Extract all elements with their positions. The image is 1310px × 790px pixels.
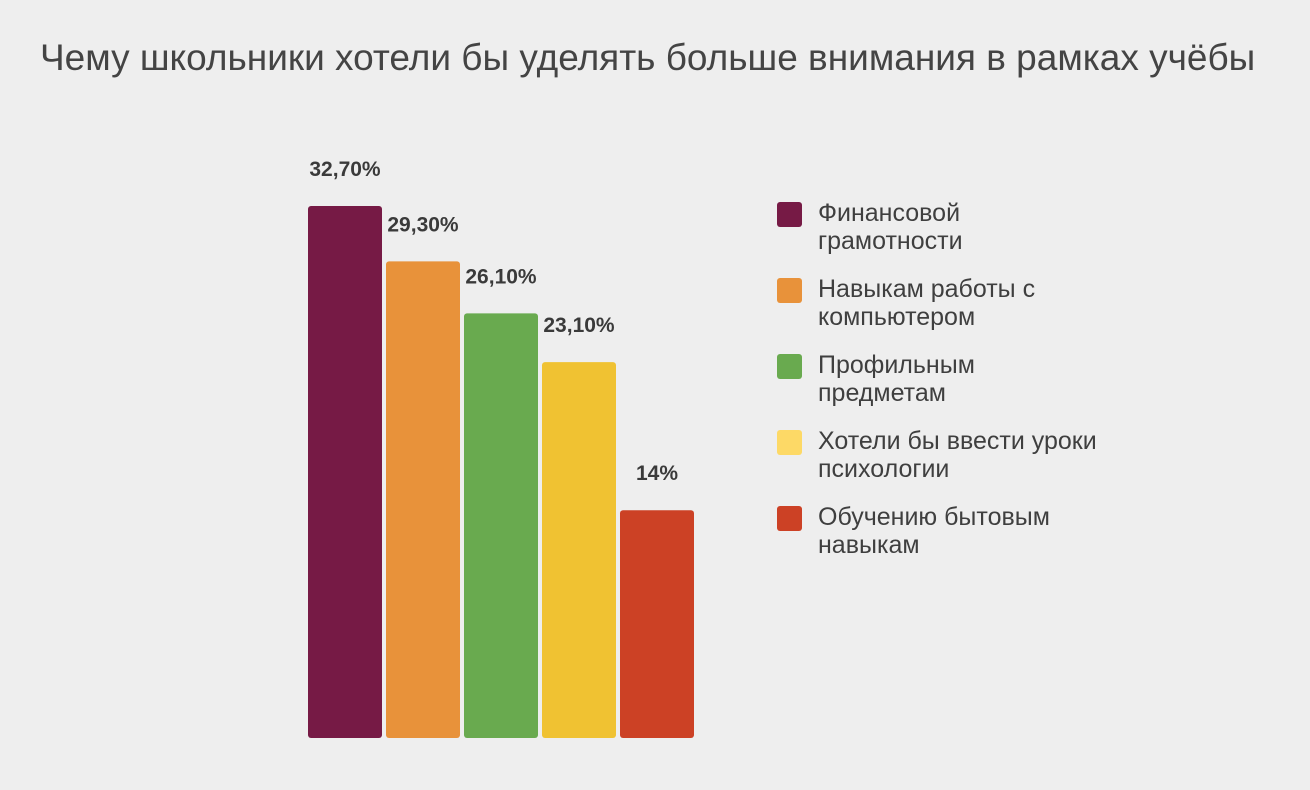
legend-swatch xyxy=(777,202,802,227)
legend-swatch xyxy=(777,430,802,455)
legend-swatch xyxy=(777,354,802,379)
legend-swatch xyxy=(777,278,802,303)
legend-item: Обучению бытовым навыкам xyxy=(777,503,1157,559)
legend-item: Навыкам работы с компьютером xyxy=(777,275,1157,331)
legend-item: Хотели бы ввести уроки психологии xyxy=(777,427,1157,483)
bar-value-label: 26,10% xyxy=(465,265,537,288)
legend-label: Хотели бы ввести уроки психологии xyxy=(818,427,1097,483)
chart-title: Чему школьники хотели бы уделять больше … xyxy=(40,37,1256,78)
legend-item: Финансовой грамотности xyxy=(777,199,1157,255)
legend: Финансовой грамотности Навыкам работы с … xyxy=(777,199,1157,579)
bar-value-label: 14% xyxy=(636,462,678,485)
bar-chart: 32,70% 29,30% 26,10% 23,10% 14% xyxy=(308,158,694,738)
legend-label: Финансовой грамотности xyxy=(818,199,963,255)
legend-label: Профильным предметам xyxy=(818,351,975,407)
bar xyxy=(308,206,382,738)
bar xyxy=(620,510,694,738)
bar-value-label: 29,30% xyxy=(387,213,459,236)
bar xyxy=(542,362,616,738)
legend-label: Обучению бытовым навыкам xyxy=(818,503,1050,559)
bar-value-label: 23,10% xyxy=(543,314,615,337)
legend-label: Навыкам работы с компьютером xyxy=(818,275,1036,331)
legend-item: Профильным предметам xyxy=(777,351,1157,407)
bar xyxy=(386,261,460,738)
legend-swatch xyxy=(777,506,802,531)
bar-value-label: 32,70% xyxy=(309,158,381,181)
bar xyxy=(464,313,538,738)
